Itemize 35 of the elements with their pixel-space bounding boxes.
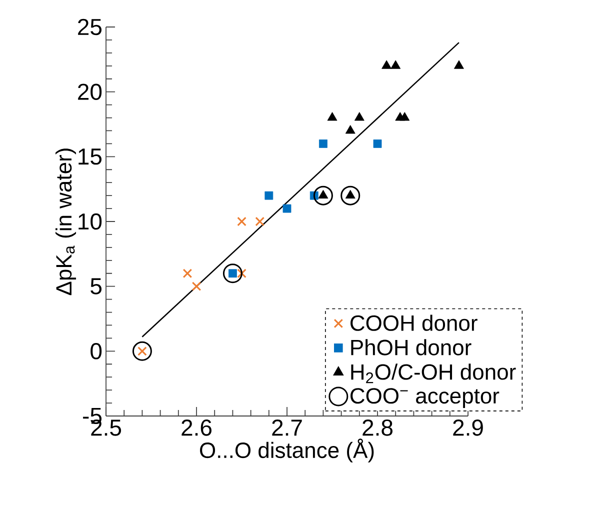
y-tick-label: 15 bbox=[78, 148, 102, 165]
x-tick-label: 2.8 bbox=[362, 420, 392, 436]
point bbox=[345, 125, 356, 134]
point bbox=[255, 216, 265, 226]
point bbox=[454, 60, 464, 69]
point bbox=[282, 204, 292, 213]
y-tick-label: 0 bbox=[90, 343, 102, 360]
point bbox=[373, 140, 382, 148]
y-tick-label: 20 bbox=[78, 84, 102, 100]
point bbox=[354, 112, 364, 121]
point bbox=[132, 341, 152, 361]
y-tick-label: 10 bbox=[78, 213, 102, 230]
point bbox=[182, 268, 192, 278]
y-axis-title: ΔpK$_{a}$ (in water) bbox=[56, 148, 76, 296]
x-tick-label: 2.7 bbox=[272, 420, 302, 436]
legend-label: COOH donor bbox=[350, 314, 478, 331]
y-tick-label: 5 bbox=[90, 278, 102, 294]
point bbox=[390, 60, 401, 69]
point bbox=[400, 112, 410, 121]
x-tick-label: 2.9 bbox=[453, 420, 483, 436]
point bbox=[237, 268, 246, 278]
legend-label: COO$^{−}$ acceptor bbox=[350, 388, 500, 408]
point bbox=[264, 191, 274, 200]
x-tick-label: 2.6 bbox=[182, 420, 212, 436]
legend-label: PhOH donor bbox=[351, 339, 472, 356]
point bbox=[222, 264, 242, 284]
point bbox=[313, 186, 333, 206]
x-axis-title: O...O distance (Å) bbox=[200, 438, 374, 462]
point bbox=[382, 60, 392, 69]
point bbox=[319, 140, 328, 148]
point bbox=[192, 282, 202, 292]
point bbox=[327, 112, 338, 121]
y-tick-label: 25 bbox=[78, 18, 102, 36]
point bbox=[237, 216, 246, 226]
legend-label: H$_{2}$O/C-OH donor bbox=[351, 364, 516, 384]
